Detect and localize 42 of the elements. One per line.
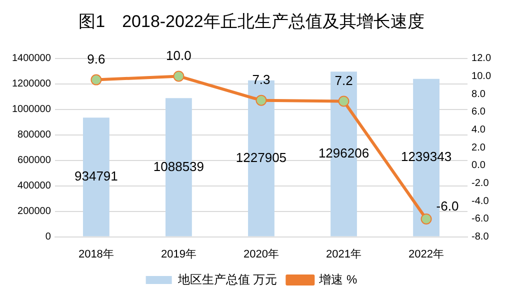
y2-tick-label: 12.0: [472, 53, 492, 64]
data-label: 1088539: [153, 158, 204, 174]
y-tick-label: 600000: [18, 155, 52, 166]
y-tick-label: 1200000: [12, 78, 52, 90]
y2-tick-label: 6.0: [472, 106, 486, 118]
data-label: 934791: [74, 168, 118, 184]
point: [90, 74, 102, 86]
x-tick-label: 2018年: [78, 248, 114, 260]
legend-label: 地区生产总值 万元: [176, 272, 278, 286]
y2-tick-label: 8.0: [472, 88, 486, 100]
y2-tick-label: 2.0: [472, 142, 486, 154]
point: [420, 213, 432, 224]
y2-tick-label: -2.0: [472, 178, 490, 190]
y2-tick-label: -4.0: [472, 196, 490, 207]
x-tick-label: 2021年: [326, 248, 362, 260]
y2-tick-label: -8.0: [472, 232, 490, 243]
data-label: 1239343: [400, 149, 452, 164]
y-tick-label: 400000: [18, 180, 52, 192]
data-label: 9.6: [87, 51, 106, 66]
legend-label: 增速 %: [318, 272, 358, 286]
y2-tick-label: 10.0: [472, 70, 492, 82]
y-tick-label: 200000: [18, 206, 52, 218]
y-tick-label: 1400000: [12, 53, 52, 64]
y2-tick-label: 0.0: [472, 160, 486, 172]
chart-title: 图1 2018-2022年丘北生产总值及其增长速度: [78, 12, 424, 31]
data-label: -6.0: [436, 198, 459, 214]
point: [173, 70, 184, 82]
data-label: 1227905: [236, 150, 287, 165]
y-tick-label: 1000000: [12, 104, 52, 116]
data-label: 1296206: [318, 146, 370, 161]
y-tick-label: 0: [45, 232, 52, 243]
data-label: 7.2: [334, 72, 353, 88]
point: [256, 94, 267, 106]
x-tick-label: 2020年: [243, 248, 279, 260]
y2-tick-label: -6.0: [472, 214, 490, 225]
y-tick-label: 800000: [18, 130, 52, 141]
point: [338, 96, 350, 107]
y2-tick-label: 4.0: [472, 124, 486, 136]
data-label: 7.3: [252, 72, 270, 87]
x-tick-label: 2019年: [160, 248, 196, 260]
data-label: 10.0: [166, 48, 192, 63]
x-tick-label: 2022年: [408, 248, 444, 260]
